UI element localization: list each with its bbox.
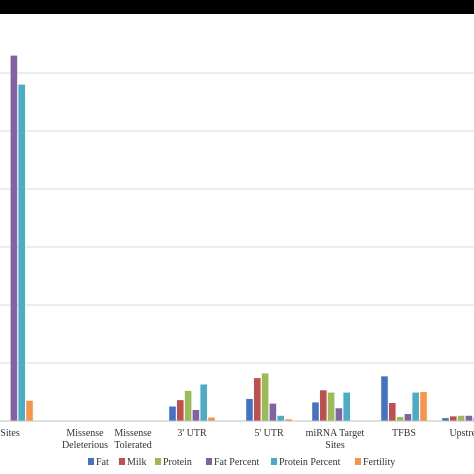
legend-swatch xyxy=(355,458,361,465)
bar-milk xyxy=(254,378,261,421)
legend-swatch xyxy=(155,458,161,465)
legend-swatch xyxy=(119,458,125,465)
bar-fertility xyxy=(208,417,215,421)
bar-fat-percent xyxy=(10,55,18,421)
bar-fat xyxy=(442,418,449,421)
bar-protein-percent xyxy=(18,84,25,421)
legend-swatch xyxy=(271,458,277,465)
bar-protein-percent xyxy=(343,392,350,421)
legend-label: Milk xyxy=(127,457,146,468)
category-label: Upstrea xyxy=(449,428,474,439)
bar-protein xyxy=(396,416,404,421)
bar-fat-percent xyxy=(269,403,277,421)
category-label: Sites xyxy=(0,428,20,439)
bar-fat xyxy=(312,402,319,421)
bar-fat-percent xyxy=(465,415,473,421)
bar-fat-percent xyxy=(192,409,200,421)
bar-milk xyxy=(450,416,457,421)
legend-label: Protein xyxy=(163,457,192,468)
bar-fat xyxy=(169,406,176,421)
bar-milk xyxy=(389,403,396,421)
category-label: 5' UTR xyxy=(254,428,284,439)
bar-fertility xyxy=(420,392,427,421)
legend-swatch xyxy=(88,458,94,465)
legend-label: Protein Percent xyxy=(279,457,341,468)
legend-label: Fat Percent xyxy=(214,457,259,468)
bar-protein xyxy=(327,392,335,421)
category-label: Missense Deleterious xyxy=(62,428,108,451)
bar-milk xyxy=(177,400,184,421)
category-label: TFBS xyxy=(392,428,416,439)
bar-protein-percent xyxy=(200,384,207,421)
bar-protein xyxy=(457,415,465,421)
bar-milk xyxy=(320,390,327,421)
category-label: miRNA Target Sites xyxy=(306,428,365,451)
category-label: Missense Tolerated xyxy=(114,428,152,451)
legend-swatch xyxy=(206,458,212,465)
bar-fat-percent xyxy=(404,414,412,421)
category-label: 3' UTR xyxy=(177,428,207,439)
bar-fertility xyxy=(285,419,292,421)
bar-fat-percent xyxy=(335,408,343,421)
bar-protein xyxy=(261,373,269,421)
bar-fat xyxy=(246,398,253,421)
bar-protein-percent xyxy=(412,392,419,421)
bar-fertility xyxy=(26,400,33,421)
top-black-bar xyxy=(0,0,474,14)
bar-protein-percent xyxy=(277,415,284,421)
legend-label: Fat xyxy=(96,457,109,468)
bar-protein xyxy=(184,390,192,421)
legend-label: Fertility xyxy=(363,457,395,468)
bar-fat xyxy=(381,376,388,421)
